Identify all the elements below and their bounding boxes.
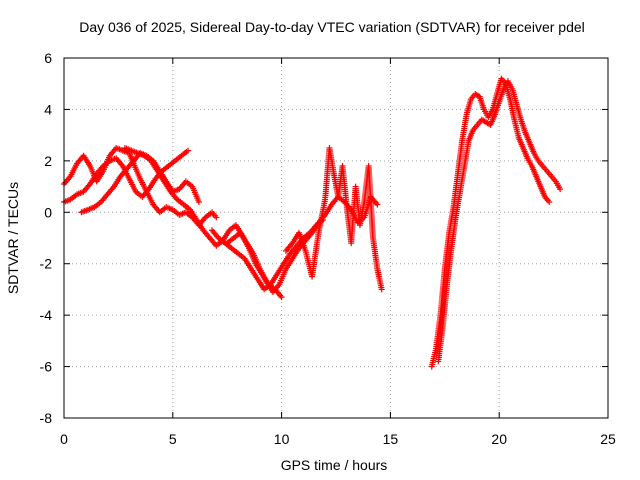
y-axis-label: SDTVAR / TECUs: [5, 182, 21, 294]
data-point: [213, 214, 220, 221]
grid-layer: [64, 58, 608, 418]
y-tick-label: -8: [40, 410, 53, 426]
data-point: [278, 294, 285, 301]
plot-frame: [63, 57, 609, 419]
data-point: [374, 201, 381, 208]
tick-layer: 0 5 10 15 20 25 -8 -6 -4 -2 0 2 4 6: [40, 50, 616, 447]
x-tick-label: 25: [600, 431, 616, 447]
series-pass-g: [282, 145, 385, 293]
data-point: [546, 199, 553, 205]
data-point: [557, 186, 564, 193]
series-pass-e: [208, 217, 326, 293]
data-point: [185, 147, 192, 154]
series-pass-i: [435, 78, 564, 365]
chart-title: Day 036 of 2025, Sidereal Day-to-day VTE…: [79, 19, 585, 35]
data-point: [378, 286, 385, 293]
x-tick-label: 0: [60, 431, 68, 447]
data-point: [195, 199, 202, 205]
y-tick-label: 2: [44, 153, 52, 169]
x-tick-label: 15: [383, 431, 399, 447]
series-layer: [61, 75, 564, 370]
y-tick-label: 4: [44, 101, 52, 117]
y-tick-label: -2: [40, 256, 53, 272]
y-tick-label: 6: [44, 50, 52, 66]
y-tick-label: -4: [40, 307, 53, 323]
x-tick-label: 10: [274, 431, 290, 447]
y-tick-label: 0: [44, 204, 52, 220]
x-axis-label: GPS time / hours: [281, 457, 388, 473]
x-tick-label: 5: [169, 431, 177, 447]
x-tick-label: 20: [491, 431, 507, 447]
y-tick-label: -6: [40, 359, 53, 375]
